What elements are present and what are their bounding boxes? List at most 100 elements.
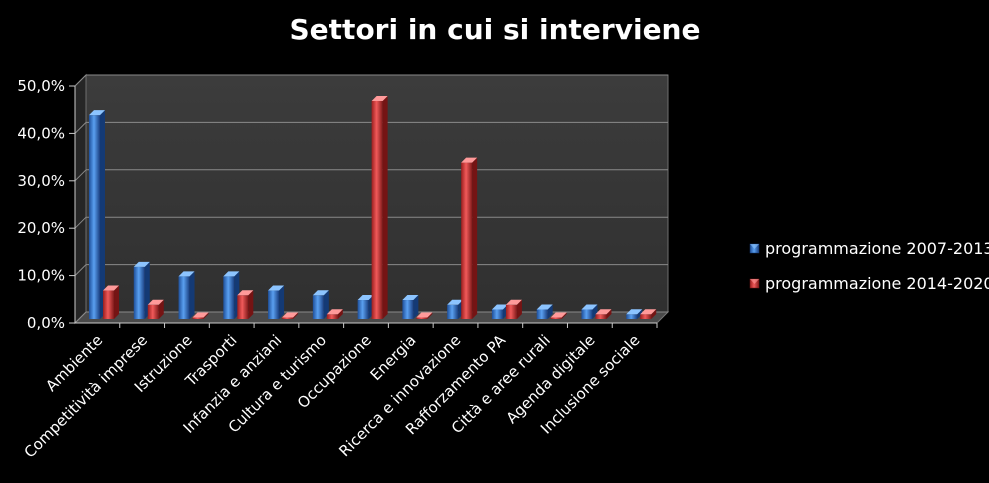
bar (640, 309, 657, 319)
bar (461, 157, 478, 319)
bar-front (178, 276, 190, 319)
bar (505, 299, 522, 319)
legend-item: programmazione 2014-2020 (749, 274, 989, 293)
bar-side (472, 157, 478, 319)
bar-top (326, 309, 343, 315)
bar-front (282, 317, 294, 319)
bar-front (326, 314, 338, 319)
bar-front (237, 295, 249, 319)
bar-top (402, 295, 419, 301)
legend-item: programmazione 2007-2013 (749, 239, 989, 258)
bar-side (189, 271, 195, 319)
bar-top (595, 309, 612, 315)
bar-front (536, 309, 548, 319)
gridline-side (74, 311, 87, 324)
bar (282, 312, 299, 319)
bar-front (357, 300, 369, 319)
bar-top (237, 290, 254, 296)
bar (357, 295, 374, 319)
bar (626, 309, 643, 319)
legend-swatch-highlight (750, 279, 759, 284)
gridline-side (74, 264, 87, 276)
y-tick-label: 20,0% (17, 219, 65, 237)
bar (147, 299, 164, 319)
bar (447, 299, 464, 319)
bar (371, 95, 388, 320)
bar-top (550, 312, 567, 318)
bar-side (100, 110, 105, 320)
plot-side-wall (74, 73, 87, 325)
bar-top (103, 285, 119, 291)
bar (192, 312, 209, 319)
bar-side (592, 304, 598, 319)
bar-side (427, 312, 433, 319)
bar-front (268, 290, 280, 319)
bar-top (626, 309, 643, 315)
bar-top (357, 295, 374, 301)
bar (237, 290, 254, 319)
bar-side (248, 290, 254, 319)
bar-top (416, 312, 433, 318)
legend-swatch-highlight (750, 244, 759, 249)
bar (89, 110, 105, 320)
gridline-side (74, 216, 87, 229)
bar-side (651, 309, 657, 319)
legend-label: programmazione 2007-2013 (765, 239, 989, 258)
bar-top (640, 309, 657, 315)
bar-top (447, 299, 464, 305)
bar-side (561, 312, 567, 319)
bar-front (147, 304, 159, 319)
bar-front (550, 317, 562, 319)
bar-top (491, 304, 508, 310)
bar-top (192, 312, 209, 318)
bar-side (547, 304, 553, 319)
y-tick-label: 0,0% (27, 314, 65, 332)
legend-label: programmazione 2014-2020 (765, 274, 989, 293)
gridline-side (74, 74, 87, 87)
bar (536, 304, 553, 319)
bar (268, 285, 285, 319)
bar-front (447, 304, 459, 319)
bar (581, 304, 598, 319)
y-tick-label: 40,0% (17, 124, 65, 142)
bar-front (371, 100, 383, 320)
bar-side (323, 290, 329, 319)
bar (223, 271, 240, 319)
bar (416, 312, 433, 319)
bar-side (114, 285, 119, 319)
bar-front (626, 314, 638, 319)
chart-title: Settori in cui si interviene (290, 13, 701, 46)
gridline-side (74, 169, 87, 182)
bar-top (147, 299, 164, 305)
bar-top (581, 304, 598, 310)
gridline-side (74, 122, 87, 134)
bar-front (416, 317, 428, 319)
bar-side (413, 295, 419, 319)
bar-front (595, 314, 607, 319)
bar-top (312, 290, 329, 296)
bar-side (637, 309, 643, 319)
bar-side (293, 312, 299, 319)
bar-front (640, 314, 652, 319)
bar-top (223, 271, 240, 277)
bar-front (312, 295, 324, 319)
bar-side (606, 309, 612, 319)
bar-top (505, 299, 522, 305)
bar-front (89, 115, 100, 320)
bar-front (402, 300, 414, 319)
bar-top (178, 271, 195, 277)
bar-top (89, 110, 105, 116)
bar (326, 309, 343, 319)
bar (133, 261, 150, 319)
bar-front (491, 309, 503, 319)
bar-top (268, 285, 285, 291)
bar-side (516, 299, 522, 319)
bar (312, 290, 329, 319)
bar-side (337, 309, 343, 319)
bar-front (133, 266, 145, 319)
bar-side (158, 299, 164, 319)
bar (178, 271, 195, 319)
bar (550, 312, 567, 319)
